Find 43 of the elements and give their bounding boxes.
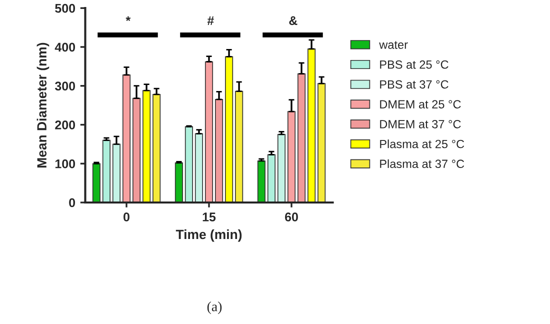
bar (132, 98, 141, 202)
bar (267, 154, 276, 202)
bar (142, 90, 151, 202)
bar (194, 133, 204, 202)
legend-label: DMEM at 37 °C (380, 120, 461, 128)
bar (257, 160, 266, 202)
x-tick-label: 60 (285, 212, 298, 222)
legend-label: Plasma at 25 °C (380, 140, 464, 148)
bar (287, 111, 296, 202)
bar (152, 94, 161, 202)
bar (102, 140, 110, 202)
y-axis-title: Mean Diameter (nm) (36, 42, 50, 168)
y-tick-label: 400 (54, 42, 76, 52)
y-tick-label: 500 (55, 4, 76, 13)
bar (277, 134, 286, 202)
bar (297, 73, 306, 202)
bar (225, 56, 234, 202)
legend-label: PBS at 25 °C (380, 60, 448, 69)
legend-label: Plasma at 37 °C (380, 159, 464, 168)
annotation: # (207, 16, 214, 25)
bar (235, 90, 244, 202)
bar (122, 74, 131, 202)
y-tick-label: 0 (69, 198, 76, 208)
y-tick-label: 100 (55, 159, 76, 168)
bar (308, 48, 316, 202)
annotation: & (289, 16, 298, 26)
legend-label: water (379, 41, 408, 49)
annotation: * (126, 16, 131, 21)
x-axis-title: Time (min) (176, 229, 242, 242)
bar (112, 144, 121, 202)
legend-label: PBS at 37 °C (380, 80, 448, 89)
x-tick-label: 0 (124, 212, 130, 222)
y-tick-label: 300 (54, 82, 76, 91)
legend-label: DMEM at 25 °C (380, 100, 461, 108)
bar (184, 126, 193, 202)
y-tick-label: 200 (55, 120, 76, 130)
bar (174, 162, 183, 202)
x-tick-label: 15 (202, 212, 216, 222)
bar (92, 163, 100, 202)
text: (a) (207, 302, 222, 314)
bar (214, 99, 224, 202)
bar (318, 83, 326, 202)
bar (204, 61, 214, 202)
